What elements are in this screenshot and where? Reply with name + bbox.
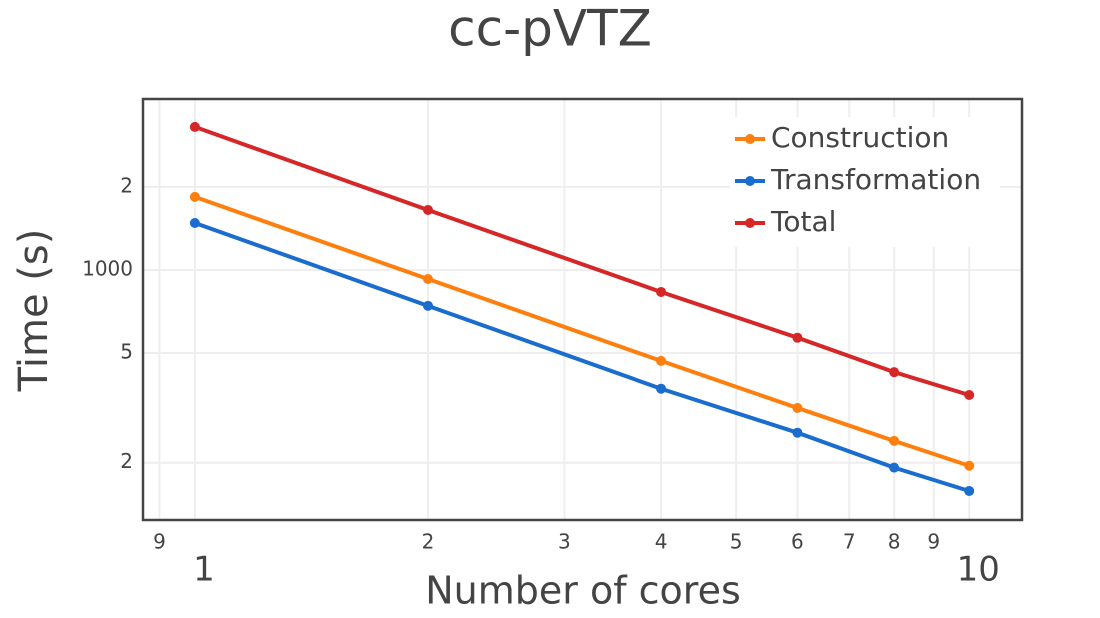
point [889,435,900,446]
point [792,332,803,343]
point [189,121,200,132]
point [889,367,900,378]
point [656,286,667,297]
point [422,204,433,215]
x-tick-label: 3 [558,530,571,554]
y-axis-label: Time (s) [11,229,57,393]
legend-marker [745,176,755,186]
y-tick-label: 2 [120,173,133,197]
x-tick-label: 4 [655,530,668,554]
point [964,390,975,401]
x-tick-label: 2 [422,530,435,554]
line [194,125,970,397]
legend-marker [745,134,755,144]
y-tick-label: 5 [120,339,133,363]
point [189,191,200,202]
y-tick-label: 1000 [82,256,133,280]
point [792,427,803,438]
legend-marker [745,218,755,228]
legend-label: Total [770,205,836,238]
y-tick-label: 2 [120,449,133,473]
point [656,383,667,394]
x-tick-label: 1 [193,550,215,590]
legend-background [730,117,1000,247]
x-tick-label: 6 [791,530,804,554]
line [194,195,970,468]
plot-border [141,97,1024,522]
x-tick-label: 8 [888,530,901,554]
point [889,462,900,473]
x-tick-label: 5 [730,530,743,554]
point [964,485,975,496]
point [656,355,667,366]
point [964,460,975,471]
line [194,221,970,493]
x-axis-label: Number of cores [425,569,741,613]
legend-label: Construction [771,121,949,154]
point [422,300,433,311]
x-tick-label: 9 [927,530,940,554]
x-tick-label: 10 [957,550,1000,590]
point [422,274,433,285]
x-tick-label: 9 [153,530,166,554]
point [792,402,803,413]
legend-label: Transformation [770,163,981,196]
chart-title: cc-pVTZ [448,0,652,58]
x-tick-label: 7 [843,530,856,554]
point [189,217,200,228]
